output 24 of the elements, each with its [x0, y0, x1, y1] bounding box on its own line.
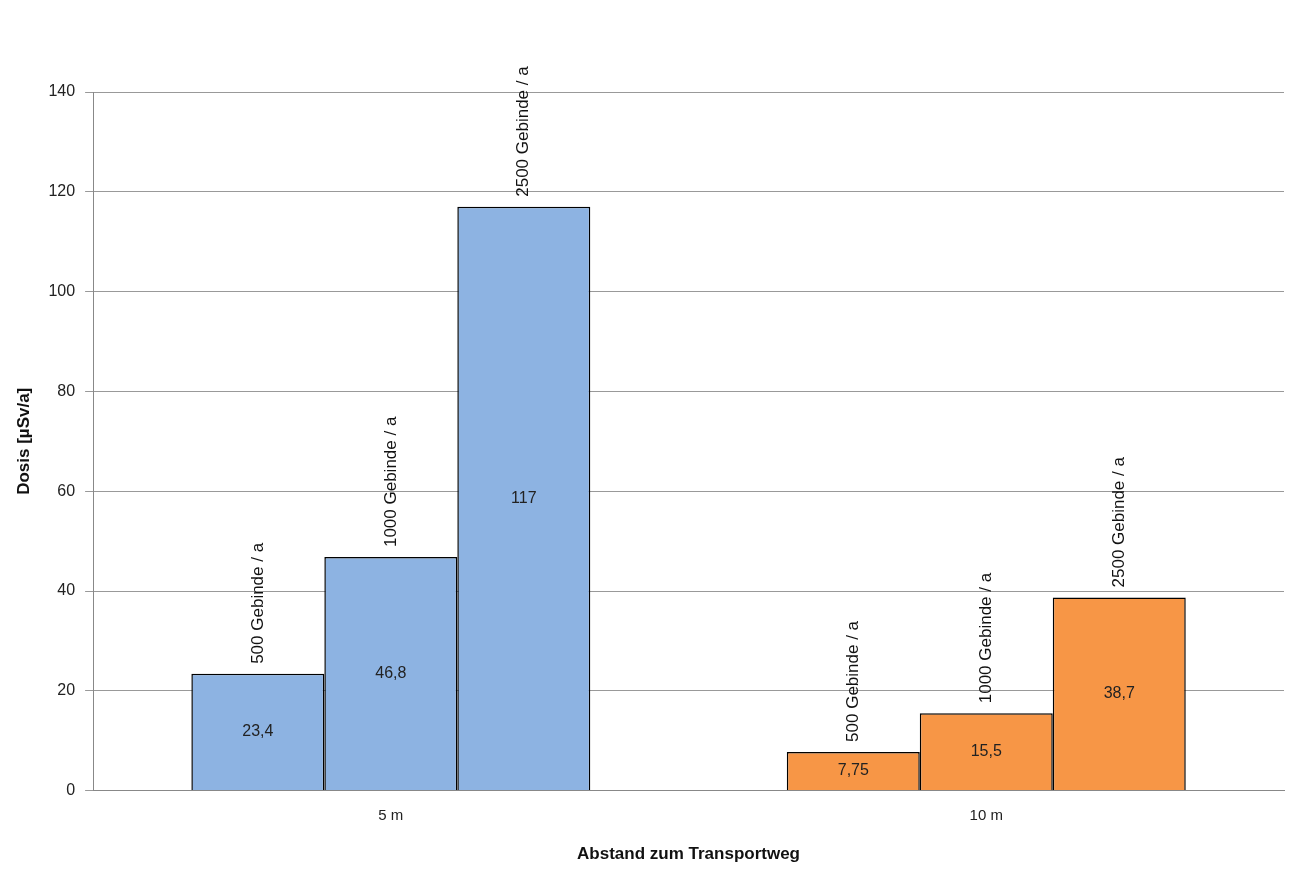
y-axis-title: Dosis [µSv/a] — [13, 387, 33, 495]
text: 500 Gebinde / a — [247, 542, 267, 664]
x-axis-title: Abstand zum Transportweg — [577, 844, 801, 864]
text: 1000 Gebinde / a — [380, 416, 400, 548]
text: 2500 Gebinde / a — [1108, 457, 1128, 588]
data-label: 117 — [511, 488, 537, 506]
y-tick-label: 40 — [57, 581, 76, 599]
y-tick-label: 20 — [57, 681, 76, 699]
data-label: 23,4 — [242, 722, 274, 740]
x-tick-label: 10 m — [969, 805, 1003, 823]
y-tick-label: 140 — [48, 82, 76, 100]
y-tick-label: 80 — [57, 381, 76, 399]
y-tick-label: 120 — [48, 182, 76, 200]
data-label: 38,7 — [1103, 684, 1135, 702]
text: 2500 Gebinde / a — [513, 65, 533, 197]
data-label: 7,75 — [837, 761, 869, 779]
data-label: 15,5 — [970, 742, 1002, 760]
data-label: 46,8 — [375, 663, 407, 681]
y-tick-label: 100 — [48, 282, 76, 300]
x-tick-label: 5 m — [378, 805, 404, 823]
y-tick-label: 0 — [66, 781, 76, 799]
text: 1000 Gebinde / a — [975, 572, 995, 704]
text: 500 Gebinde / a — [842, 620, 862, 742]
y-tick-label: 60 — [57, 481, 76, 499]
